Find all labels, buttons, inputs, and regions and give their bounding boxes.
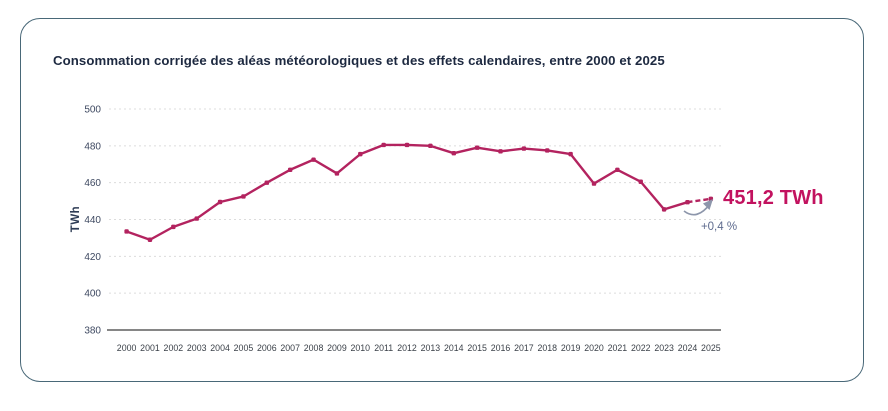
data-point-2004 [217,199,223,205]
data-point-2022 [638,179,643,184]
data-point-2001 [147,237,153,242]
x-tick-label: 2002 [164,343,184,353]
x-tick-label: 2025 [701,343,721,353]
y-tick-label: 400 [84,289,101,300]
x-tick-label: 2009 [327,343,347,353]
y-tick-label: 500 [84,105,101,116]
data-point-2014 [451,151,456,156]
x-tick-label: 2012 [397,343,417,353]
x-tick-label: 2019 [561,343,581,353]
x-tick-label: 2020 [584,343,604,353]
consumption-line-projection [687,197,712,204]
x-tick-label: 2010 [351,343,371,353]
data-point-2007 [287,167,293,172]
y-tick-label: 460 [84,178,101,189]
x-tick-label: 2005 [234,343,254,353]
x-tick-label: 2014 [444,343,464,353]
data-point-2020 [591,181,597,186]
growth-arrow-head [703,199,713,210]
data-point-2008 [311,157,316,162]
x-tick-label: 2023 [654,343,674,353]
x-tick-label: 2013 [421,343,441,353]
data-point-2011 [381,142,386,148]
y-tick-label: 420 [84,252,101,263]
x-tick-label: 2001 [140,343,160,353]
latest-value-label: 451,2 TWh [723,187,824,209]
data-point-2003 [194,216,199,221]
x-tick-label: 2007 [280,343,300,353]
data-point-2009 [334,171,340,176]
x-tick-label: 2024 [678,343,698,353]
data-point-2015 [474,145,480,150]
data-point-2006 [264,180,270,185]
chart-card: Consommation corrigée des aléas météorol… [20,18,864,382]
data-point-2012 [404,142,410,148]
y-tick-label: 440 [84,215,101,226]
growth-rate-label: +0,4 % [700,221,738,233]
data-point-2024 [685,199,690,205]
y-axis-title: TWh [70,206,82,232]
x-tick-label: 2004 [210,343,230,353]
x-tick-label: 2016 [491,343,511,353]
x-tick-label: 2006 [257,343,277,353]
data-point-2000 [124,229,129,234]
data-point-2018 [545,148,550,153]
data-point-2019 [568,151,573,157]
data-point-2002 [171,224,176,230]
data-point-2023 [661,207,667,212]
data-point-2021 [615,167,620,172]
data-point-2013 [428,143,433,149]
x-tick-label: 2022 [631,343,651,353]
x-tick-label: 2017 [514,343,534,353]
data-point-2010 [358,151,363,157]
x-tick-label: 2011 [374,343,393,353]
x-tick-label: 2003 [187,343,207,353]
chart-title: Consommation corrigée des aléas météorol… [53,53,665,68]
y-tick-label: 380 [84,326,101,337]
data-point-2005 [241,194,246,199]
x-tick-label: 2015 [467,343,487,353]
x-tick-label: 2008 [304,343,324,353]
consumption-line [126,143,688,241]
data-point-2016 [498,149,503,154]
x-tick-label: 2000 [117,343,137,353]
data-point-2017 [521,146,527,151]
x-tick-label: 2018 [537,343,557,353]
x-tick-label: 2021 [608,343,628,353]
y-tick-label: 480 [84,141,101,152]
